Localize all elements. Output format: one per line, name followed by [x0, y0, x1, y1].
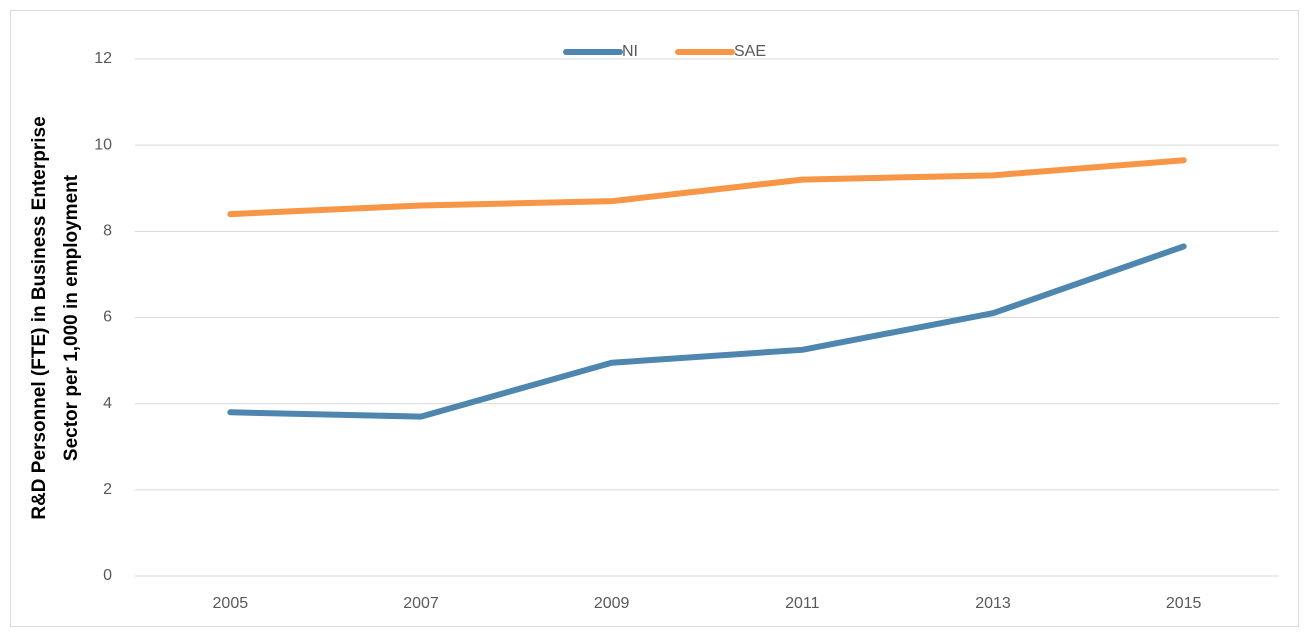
x-tick-label: 2009: [594, 595, 630, 612]
y-tick-label: 8: [103, 223, 112, 240]
chart-frame: [10, 10, 1299, 627]
x-tick-label: 2007: [403, 595, 439, 612]
y-tick-label: 6: [103, 309, 112, 326]
y-axis-label: Sector per 1,000 in employment: [61, 174, 82, 461]
x-tick-label: 2005: [213, 595, 249, 612]
y-tick-label: 4: [103, 395, 112, 412]
y-tick-label: 10: [94, 136, 112, 153]
y-tick-label: 12: [94, 50, 112, 67]
y-axis-label: R&D Personnel (FTE) in Business Enterpri…: [29, 116, 50, 519]
x-tick-label: 2013: [975, 595, 1011, 612]
y-tick-label: 0: [103, 567, 112, 584]
y-tick-label: 2: [103, 481, 112, 498]
legend-label: NI: [622, 43, 638, 60]
x-tick-label: 2015: [1166, 595, 1202, 612]
line-series: [227, 243, 1187, 420]
legend-label: SAE: [734, 43, 766, 60]
x-tick-label: 2011: [785, 595, 820, 612]
line-series: [227, 157, 1187, 218]
